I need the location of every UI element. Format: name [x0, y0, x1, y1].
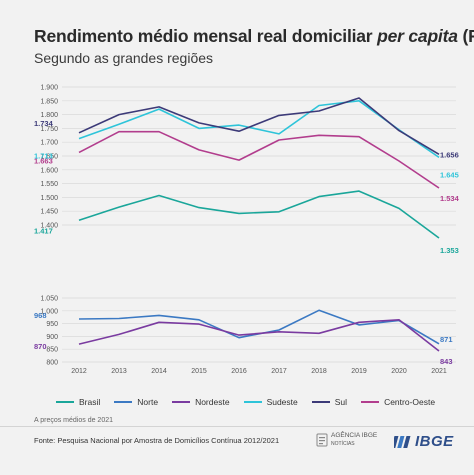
y-tick-label-p0-5: 1.650 — [40, 154, 58, 161]
data-label-start-centro-oeste: 1.663 — [34, 156, 53, 165]
x-tick-label-2014: 2014 — [151, 368, 167, 375]
x-tick-label-2021: 2021 — [431, 368, 447, 375]
title-italic: per capita — [377, 26, 458, 46]
price-note: A preços médios de 2021 — [34, 417, 113, 424]
legend-swatch-norte — [114, 401, 133, 403]
data-label-end-sudeste: 1.645 — [440, 170, 459, 179]
x-tick-label-2016: 2016 — [231, 368, 247, 375]
x-tick-label-2017: 2017 — [271, 368, 287, 375]
data-label-end-brasil: 1.353 — [440, 246, 459, 255]
data-label-end-nordeste: 843 — [440, 357, 453, 366]
agency-emblem-icon — [316, 433, 328, 447]
data-label-start-nordeste: 870 — [34, 342, 47, 351]
title-main: Rendimento médio mensal real domiciliar — [34, 26, 373, 46]
series-line-sudeste — [78, 100, 440, 159]
legend-item-sudeste: Sudeste — [243, 397, 298, 407]
ibge-logo-text: IBGE — [415, 433, 454, 450]
data-label-end-norte: 871 — [440, 335, 453, 344]
series-line-norte — [78, 309, 440, 345]
agency-logo-text: AGÊNCIA IBGE — [331, 432, 378, 439]
x-tick-label-2020: 2020 — [391, 368, 407, 375]
y-tick-label-p1-2: 900 — [46, 334, 58, 341]
legend-label-brasil: Brasil — [79, 397, 101, 407]
chart-subtitle: Segundo as grandes regiões — [34, 50, 214, 66]
legend-label-sudeste: Sudeste — [266, 397, 298, 407]
footer: Fonte: Pesquisa Nacional por Amostra de … — [0, 426, 474, 475]
y-tick-label-p0-6: 1.700 — [40, 140, 58, 147]
legend-label-sul: Sul — [334, 397, 348, 407]
data-label-start-norte: 968 — [34, 311, 47, 320]
series-line-sul — [78, 97, 440, 155]
ibge-emblem-icon — [394, 435, 411, 448]
data-label-end-centro-oeste: 1.534 — [440, 194, 460, 203]
y-tick-label-p0-10: 1.900 — [40, 85, 58, 92]
agency-logo-sub: NOTÍCIAS — [331, 441, 355, 447]
y-tick-label-p1-5: 1.050 — [40, 296, 58, 303]
y-tick-label-p1-4: 1.000 — [40, 308, 58, 315]
legend-label-nordeste: Nordeste — [195, 397, 230, 407]
x-tick-label-2013: 2013 — [111, 368, 127, 375]
legend-label-centro-oeste: Centro-Oeste — [384, 397, 436, 407]
legend-swatch-brasil — [56, 401, 74, 403]
y-tick-label-p0-0: 1.400 — [40, 223, 58, 230]
x-tick-label-2019: 2019 — [351, 368, 367, 375]
series-line-centro-oeste — [78, 130, 440, 189]
legend-item-centro-oeste: Centro-Oeste — [361, 397, 435, 407]
source-text: Fonte: Pesquisa Nacional por Amostra de … — [34, 436, 280, 445]
y-tick-label-p0-8: 1.800 — [40, 112, 58, 119]
y-tick-label-p0-1: 1.450 — [40, 209, 58, 216]
legend-item-brasil: Brasil — [56, 397, 100, 407]
legend-swatch-nordeste — [172, 401, 191, 403]
series-line-nordeste — [78, 318, 440, 352]
y-tick-label-p1-1: 850 — [46, 347, 58, 354]
y-tick-label-p0-7: 1.750 — [40, 126, 58, 133]
legend-label-norte: Norte — [137, 397, 159, 407]
legend-item-nordeste: Nordeste — [172, 397, 230, 407]
data-label-start-brasil: 1.417 — [34, 226, 53, 235]
y-tick-label-p0-2: 1.500 — [40, 195, 58, 202]
ibge-logo: IBGE — [394, 433, 454, 450]
x-tick-label-2015: 2015 — [191, 368, 207, 375]
legend-item-norte: Norte — [114, 397, 158, 407]
agencia-ibge-logo: AGÊNCIA IBGE NOTÍCIAS — [316, 432, 377, 448]
y-tick-label-p0-3: 1.550 — [40, 181, 58, 188]
legend-swatch-sul — [311, 401, 330, 403]
title-unit: (R$) — [462, 26, 474, 46]
data-label-start-sul: 1.734 — [34, 119, 54, 128]
data-label-end-sul: 1.656 — [440, 150, 459, 159]
data-label-start-sudeste: 1.713 — [34, 152, 53, 161]
legend-swatch-sudeste — [243, 401, 262, 403]
legend-item-sul: Sul — [311, 397, 348, 407]
y-tick-label-p1-0: 800 — [46, 360, 58, 367]
y-tick-label-p1-3: 950 — [46, 321, 58, 328]
series-line-brasil — [78, 190, 440, 239]
chart-title: Rendimento médio mensal real domiciliar … — [34, 26, 474, 47]
x-tick-label-2018: 2018 — [311, 368, 327, 375]
y-tick-label-p0-9: 1.850 — [40, 98, 58, 105]
x-tick-label-2012: 2012 — [71, 368, 87, 375]
legend-swatch-centro-oeste — [361, 401, 380, 403]
legend: Brasil Norte Nordeste Sudeste Sul Centro… — [56, 397, 456, 407]
y-tick-label-p0-4: 1.600 — [40, 167, 58, 174]
